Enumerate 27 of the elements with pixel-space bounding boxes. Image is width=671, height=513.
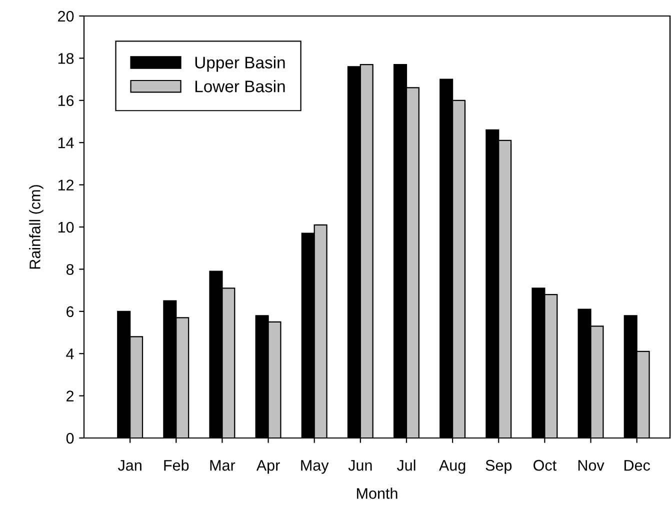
x-tick-label: Oct <box>534 460 556 471</box>
y-tick-label: 20 <box>58 10 74 22</box>
x-tick-label: Sep <box>486 460 512 474</box>
x-tick-label: Dec <box>624 460 650 471</box>
x-tick-label: Jan <box>118 460 142 471</box>
legend-label: Upper Basin <box>195 56 285 72</box>
x-tick-label: May <box>301 460 329 474</box>
y-tick-label: 18 <box>58 53 74 64</box>
y-tick-label: 4 <box>66 348 74 360</box>
y-tick-label: 0 <box>66 432 74 444</box>
x-tick-label: Aug <box>438 460 466 474</box>
x-tick-label: Mar <box>210 460 236 471</box>
x-tick-label: Nov <box>578 460 604 471</box>
y-tick-label: 10 <box>58 222 74 233</box>
x-tick-label: Jun <box>348 460 372 471</box>
y-tick-label: 12 <box>58 180 74 190</box>
y-tick-label: 2 <box>66 390 74 402</box>
x-tick-label: Jul <box>396 460 416 471</box>
y-axis-title: Rainfall (cm) <box>29 185 44 269</box>
x-tick-label: Feb <box>164 460 189 471</box>
y-tick-label: 14 <box>58 138 74 148</box>
y-tick-label: 6 <box>66 306 74 318</box>
x-tick-label: Apr <box>256 460 280 474</box>
y-tick-label: 16 <box>58 95 74 106</box>
x-axis-title: Month <box>357 488 398 499</box>
legend-label: Lower Basin <box>195 80 285 92</box>
y-tick-label: 8 <box>66 264 74 275</box>
